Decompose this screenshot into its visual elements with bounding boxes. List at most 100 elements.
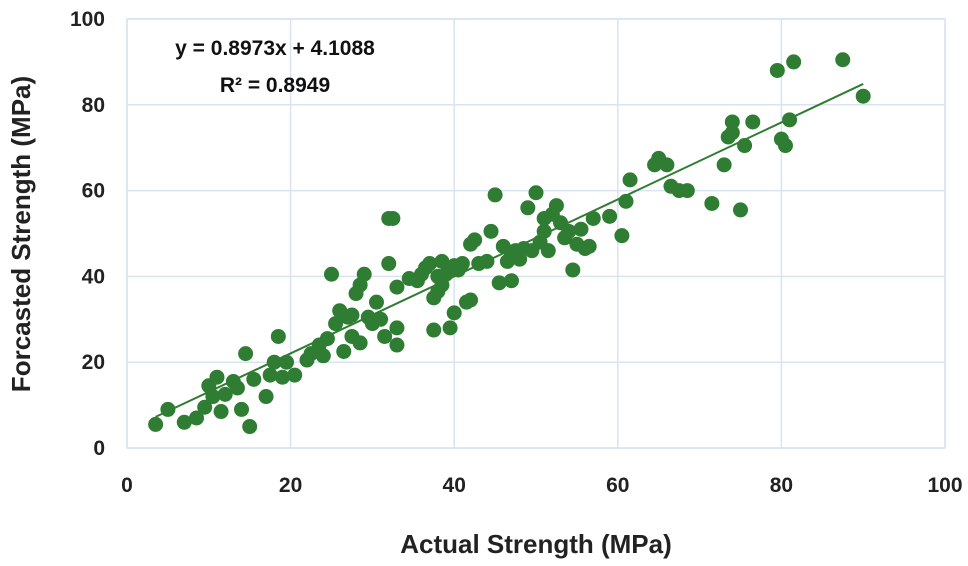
data-point <box>315 348 331 364</box>
data-point <box>389 337 405 353</box>
data-point <box>548 198 564 214</box>
r-squared-label: R² = 0.8949 <box>220 74 330 97</box>
x-tick-label: 80 <box>770 474 793 497</box>
x-tick-label: 40 <box>443 474 466 497</box>
data-point <box>565 262 581 278</box>
data-points <box>148 52 871 435</box>
data-point <box>491 275 507 291</box>
data-point <box>319 331 335 347</box>
data-point <box>389 279 405 295</box>
data-point <box>213 404 229 420</box>
data-point <box>422 256 438 272</box>
data-point <box>336 343 352 359</box>
y-axis-title: Forcasted Strength (MPa) <box>6 76 36 392</box>
data-point <box>679 183 695 199</box>
data-point <box>659 157 675 173</box>
data-point <box>217 386 233 402</box>
data-point <box>602 208 618 224</box>
data-point <box>258 389 274 405</box>
data-point <box>614 228 630 244</box>
data-point <box>148 416 164 432</box>
x-tick-label: 0 <box>121 474 133 497</box>
data-point <box>368 294 384 310</box>
data-point <box>381 256 397 272</box>
data-point <box>434 253 450 269</box>
y-tick-label: 20 <box>82 351 105 374</box>
data-point <box>618 193 634 209</box>
data-point <box>442 320 458 336</box>
data-point <box>246 371 262 387</box>
data-point <box>328 316 344 332</box>
data-point <box>503 273 519 289</box>
data-point <box>528 185 544 201</box>
x-tick-label: 100 <box>927 474 962 497</box>
data-point <box>463 292 479 308</box>
data-point <box>855 88 871 104</box>
data-point <box>467 232 483 248</box>
data-point <box>769 62 785 78</box>
x-axis-title: Actual Strength (MPa) <box>400 529 672 559</box>
x-tick-label: 20 <box>279 474 302 497</box>
data-point <box>737 138 753 154</box>
data-point <box>242 419 258 435</box>
data-point <box>704 195 720 211</box>
data-point <box>479 253 495 269</box>
data-point <box>234 401 250 417</box>
data-point <box>287 367 303 383</box>
data-point <box>573 221 589 237</box>
data-point <box>520 200 536 216</box>
data-point <box>209 369 225 385</box>
data-point <box>356 266 372 282</box>
gridlines <box>126 18 946 449</box>
data-point <box>487 187 503 203</box>
data-point <box>389 320 405 336</box>
data-point <box>160 401 176 417</box>
data-point <box>777 138 793 154</box>
data-point <box>724 125 740 141</box>
data-point <box>426 322 442 338</box>
y-tick-label: 40 <box>82 265 105 288</box>
data-point <box>786 54 802 70</box>
data-point <box>622 172 638 188</box>
data-point <box>189 410 205 426</box>
data-point <box>483 223 499 239</box>
data-point <box>324 266 339 282</box>
data-point <box>377 328 393 344</box>
y-tick-label: 100 <box>70 8 105 31</box>
data-point <box>724 114 740 130</box>
data-point <box>561 223 577 239</box>
data-point <box>262 367 278 383</box>
data-point <box>585 210 601 226</box>
data-point <box>385 210 401 226</box>
data-point <box>536 223 552 239</box>
data-point <box>352 335 368 351</box>
data-point <box>454 256 470 272</box>
data-point <box>266 354 282 370</box>
data-point <box>274 369 290 385</box>
data-point <box>716 157 732 173</box>
data-point <box>197 399 213 415</box>
data-point <box>279 354 295 370</box>
data-point <box>176 414 192 430</box>
data-point <box>373 311 389 327</box>
trendline-equation: y = 0.8973x + 4.1088 <box>175 37 375 60</box>
tick-labels: 0 20 40 60 80 100 0 20 40 60 80 100 <box>70 8 963 497</box>
data-point <box>229 380 245 396</box>
data-point <box>446 305 462 321</box>
data-point <box>782 112 798 128</box>
data-point <box>835 52 851 68</box>
plot-frame <box>126 18 946 449</box>
data-point <box>270 328 286 344</box>
data-point <box>733 202 748 218</box>
data-point <box>540 243 556 259</box>
x-tick-label: 60 <box>606 474 629 497</box>
y-tick-label: 0 <box>93 437 105 460</box>
data-point <box>581 238 597 254</box>
data-point <box>745 114 761 130</box>
y-tick-label: 80 <box>82 94 105 117</box>
y-tick-label: 60 <box>82 180 105 203</box>
data-point <box>205 389 221 405</box>
data-point <box>344 307 360 323</box>
data-point <box>238 346 254 362</box>
